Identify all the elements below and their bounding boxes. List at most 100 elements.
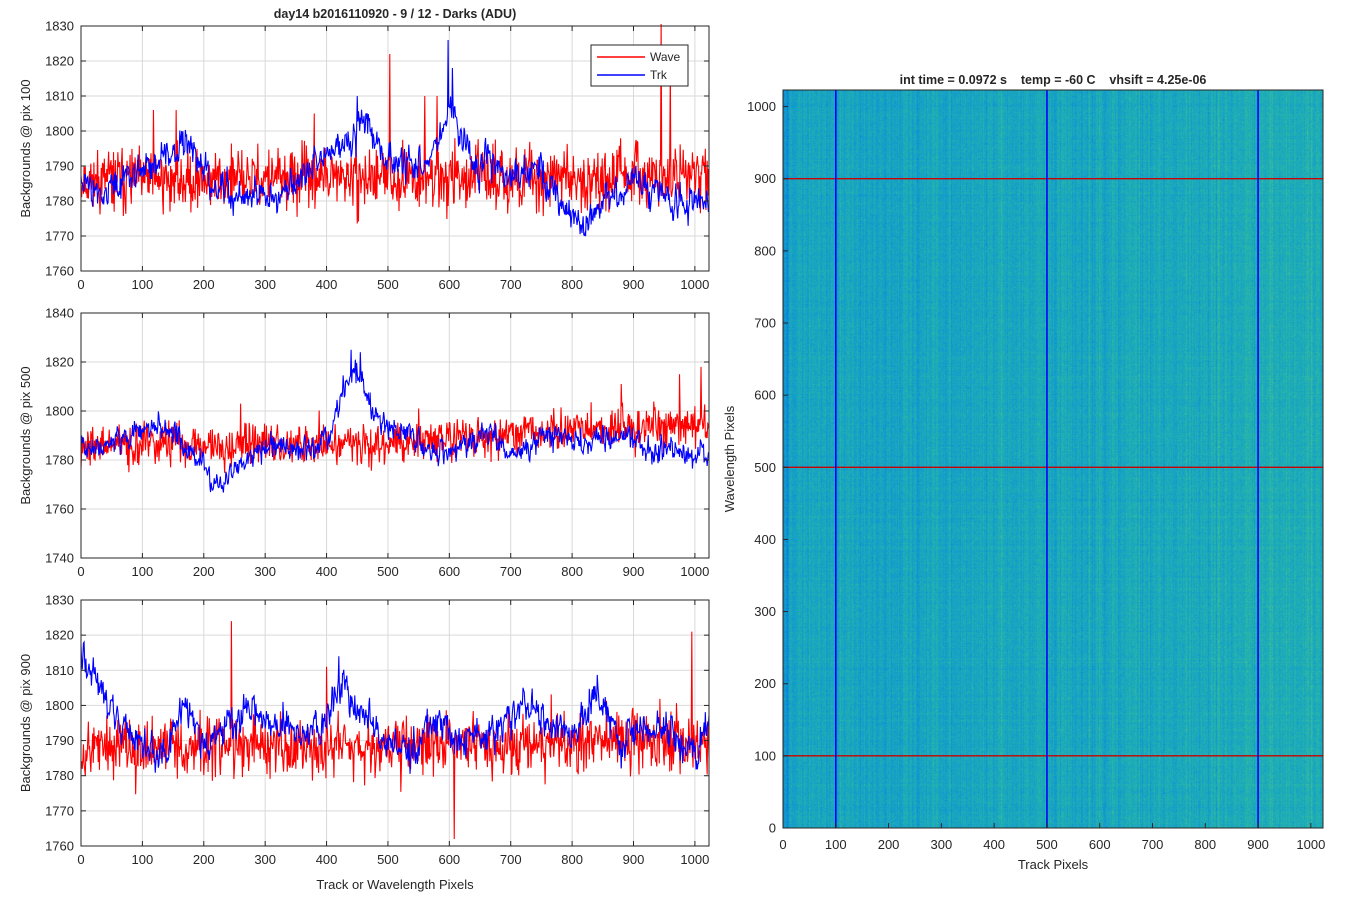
y-tick-label: 1000 [747,99,776,114]
x-tick-label: 800 [561,564,583,579]
axes-frame [782,89,1324,829]
x-tick-label: 900 [623,564,645,579]
x-tick-label: 200 [193,852,215,867]
series-line-trk [81,349,709,493]
y-tick-label: 1770 [45,803,74,818]
x-tick-label: 1000 [680,852,709,867]
y-tick-label: 1780 [45,194,74,209]
y-tick-label: 300 [754,604,776,619]
y-axis-label: Backgrounds @ pix 900 [18,654,33,792]
x-tick-label: 0 [77,852,84,867]
left-title: day14 b2016110920 - 9 / 12 - Darks (ADU) [274,7,517,21]
x-tick-label: 700 [500,277,522,292]
x-tick-label: 1000 [1296,837,1325,852]
x-tick-label: 300 [931,837,953,852]
x-tick-label: 1000 [680,277,709,292]
x-tick-label: 0 [779,837,786,852]
x-tick-label: 100 [825,837,847,852]
x-tick-label: 900 [1247,837,1269,852]
x-tick-label: 700 [500,564,522,579]
legend: Wave Trk [590,44,689,87]
y-tick-label: 1810 [45,663,74,678]
x-tick-label: 1000 [680,564,709,579]
x-axis-label: Track Pixels [1018,857,1089,872]
y-tick-label: 1790 [45,159,74,174]
legend-box [590,44,689,87]
y-tick-label: 1760 [45,502,74,517]
y-tick-label: 1800 [45,404,74,419]
x-tick-label: 600 [438,564,460,579]
y-tick-label: 1830 [45,19,74,34]
plot-pix900: 0 100 200 300 400 500 600 700 800 900 1000 1760 1770… [18,593,710,892]
x-tick-label: 500 [377,277,399,292]
series-line-trk [81,640,709,774]
y-tick-label: 1810 [45,89,74,104]
y-tick-label: 1760 [45,264,74,279]
y-tick-label: 600 [754,388,776,403]
series-line-wave [81,366,709,473]
x-tick-label: 500 [377,564,399,579]
x-tick-label: 600 [438,852,460,867]
x-axis-label: Track or Wavelength Pixels [316,877,474,892]
x-tick-label: 300 [254,852,276,867]
x-tick-label: 500 [377,852,399,867]
y-tick-label: 100 [754,748,776,763]
plot-area [81,600,709,846]
x-tick-label: 100 [132,564,154,579]
plot-pix500: 0 100 200 300 400 500 600 700 800 900 1000 1740 1760… [18,306,710,579]
x-tick-label: 100 [132,277,154,292]
legend-wave-label: Wave [650,50,681,64]
x-tick-label: 200 [878,837,900,852]
y-tick-label: 1790 [45,733,74,748]
x-tick-label: 800 [561,852,583,867]
x-tick-label: 400 [316,564,338,579]
heatmap-image [783,90,1323,828]
y-tick-label: 1780 [45,453,74,468]
y-tick-label: 400 [754,532,776,547]
heatmap: 0 100 200 300 400 500 600 700 800 900 1000 0 100 200 3… [722,89,1325,872]
y-tick-label: 1820 [45,628,74,643]
x-tick-label: 300 [254,277,276,292]
y-tick-label: 1800 [45,124,74,139]
x-tick-label: 700 [1142,837,1164,852]
right-title: int time = 0.0972 s temp = -60 C vhsift … [900,73,1207,87]
y-axis-label: Backgrounds @ pix 100 [18,79,33,217]
x-tick-label: 400 [316,277,338,292]
y-tick-label: 1800 [45,698,74,713]
y-tick-label: 1760 [45,839,74,854]
x-tick-label: 300 [254,564,276,579]
y-tick-label: 700 [754,316,776,331]
x-tick-label: 400 [316,852,338,867]
y-tick-label: 1820 [45,355,74,370]
x-tick-label: 0 [77,564,84,579]
axes-frame [80,25,710,272]
y-tick-label: 1830 [45,593,74,608]
series-line-wave [81,24,709,224]
axes-frame [80,312,710,559]
y-axis-label: Wavelength Pixels [722,405,737,512]
x-tick-label: 200 [193,277,215,292]
y-tick-label: 500 [754,460,776,475]
x-tick-label: 400 [983,837,1005,852]
x-tick-label: 0 [77,277,84,292]
series-line-trk [81,39,709,237]
x-tick-label: 800 [1194,837,1216,852]
x-tick-label: 600 [1089,837,1111,852]
y-tick-label: 1770 [45,229,74,244]
x-tick-label: 800 [561,277,583,292]
legend-trk-label: Trk [650,68,668,82]
x-tick-label: 900 [623,277,645,292]
y-tick-label: 1740 [45,551,74,566]
y-tick-label: 1820 [45,54,74,69]
axes-frame [80,599,710,847]
y-tick-label: 900 [754,171,776,186]
y-tick-label: 800 [754,243,776,258]
y-tick-label: 1780 [45,768,74,783]
x-tick-label: 900 [623,852,645,867]
x-tick-label: 200 [193,564,215,579]
x-tick-label: 100 [132,852,154,867]
x-tick-label: 700 [500,852,522,867]
x-tick-label: 500 [1036,837,1058,852]
y-tick-label: 1840 [45,306,74,321]
